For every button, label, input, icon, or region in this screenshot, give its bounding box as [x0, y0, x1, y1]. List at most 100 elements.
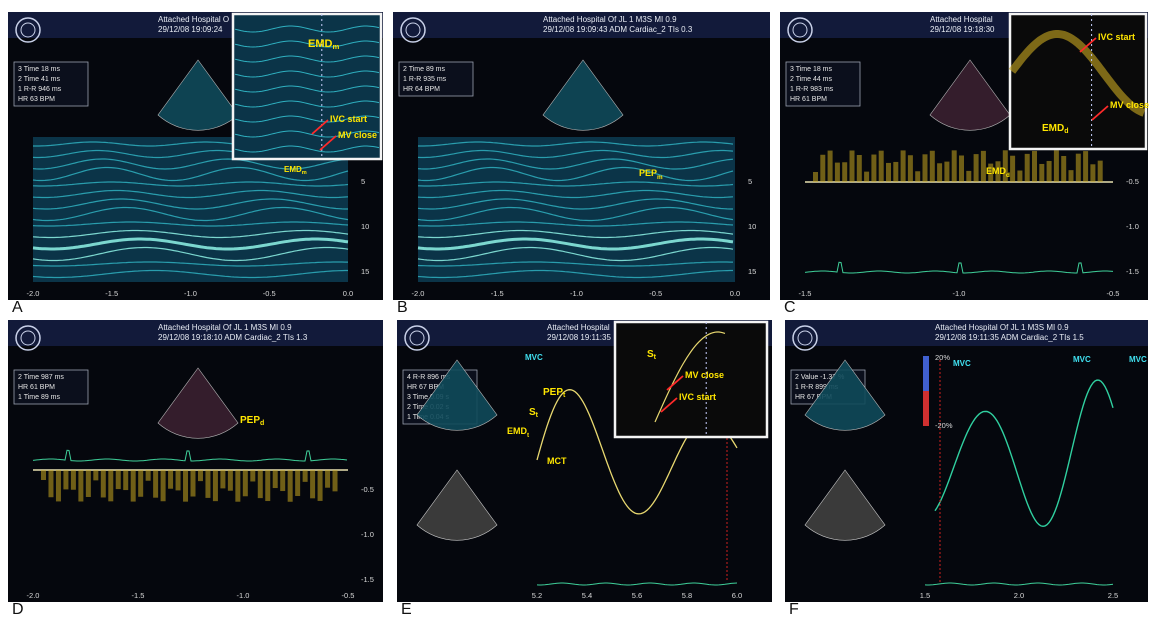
annotation: MV close	[685, 370, 724, 380]
panel-label: E	[401, 601, 412, 617]
doppler-signal	[879, 151, 884, 182]
doppler-signal	[63, 470, 68, 489]
doppler-signal	[325, 470, 330, 488]
panel: Attached Hospital29/12/08 19:11:354 R-R …	[397, 320, 772, 602]
doppler-signal	[886, 163, 891, 182]
annotation: MVC	[525, 353, 543, 362]
doppler-signal	[959, 155, 964, 182]
annotation: IVC start	[1098, 32, 1135, 42]
figure: Attached Hospital O29/12/08 19:09:24 3 Ti…	[0, 0, 1151, 617]
x-tick-label: 2.0	[1014, 591, 1024, 600]
doppler-signal	[243, 470, 248, 496]
annotation-text: EMD	[308, 38, 333, 50]
header-text: Attached Hospital	[930, 15, 993, 24]
panel-label: F	[789, 601, 799, 617]
doppler-signal	[1054, 150, 1059, 182]
doppler-signal	[1032, 151, 1037, 182]
doppler-signal	[280, 470, 285, 491]
doppler-signal	[842, 162, 847, 182]
annotation: MCT	[547, 456, 567, 466]
y-tick-label: 5	[748, 177, 752, 186]
doppler-signal	[937, 163, 942, 182]
annotation-text: EMD	[507, 426, 528, 436]
header-text: Attached Hospital	[547, 323, 610, 332]
annotation-text: IVC start	[330, 114, 367, 124]
doppler-signal	[71, 470, 76, 490]
doppler-signal	[1061, 156, 1066, 182]
panel-label: D	[12, 601, 24, 617]
x-tick-label: 6.0	[732, 591, 742, 600]
doppler-signal	[265, 470, 270, 501]
header-text: Attached Hospital O	[158, 15, 229, 24]
annotation-subscript: d	[260, 420, 264, 427]
panel: Attached Hospital Of JL 1 M3S MI 0.929/1…	[8, 320, 383, 602]
x-tick-label: -2.0	[27, 591, 40, 600]
annotation-subscript: m	[302, 170, 307, 176]
y-tick-label: 15	[748, 267, 756, 276]
doppler-signal	[220, 470, 225, 488]
doppler-signal	[131, 470, 136, 502]
doppler-signal	[1010, 156, 1015, 182]
header-text: 29/12/08 19:18:30	[930, 25, 995, 34]
x-tick-label: 5.8	[682, 591, 692, 600]
annotation-text: IVC start	[679, 392, 716, 402]
header-text: 29/12/08 19:11:35 ADM Cardiac_2 TIs 1.5	[935, 333, 1084, 342]
measurement-text: 2 Time 89 ms	[403, 66, 446, 73]
measurement-text: 1 R-R 983 ms	[790, 86, 834, 93]
x-tick-label: -1.0	[184, 289, 197, 298]
doppler-signal	[813, 172, 818, 182]
annotation: MV close	[1110, 100, 1149, 110]
measurement-text: HR 61 BPM	[18, 384, 55, 391]
doppler-signal	[191, 470, 196, 497]
x-tick-label: -1.0	[237, 591, 250, 600]
x-tick-label: -0.5	[1107, 289, 1120, 298]
doppler-signal	[1039, 164, 1044, 182]
measurement-text: 2 Time 41 ms	[18, 76, 61, 83]
doppler-signal	[1076, 154, 1081, 182]
x-tick-label: -2.0	[27, 289, 40, 298]
doppler-signal	[952, 150, 957, 182]
doppler-signal	[923, 154, 928, 182]
annotation-text: EMD	[1042, 123, 1064, 134]
doppler-signal	[56, 470, 61, 501]
doppler-signal	[310, 470, 315, 498]
doppler-signal	[138, 470, 143, 497]
doppler-signal	[258, 470, 263, 498]
doppler-signal	[86, 470, 91, 497]
doppler-signal	[1025, 154, 1030, 182]
doppler-signal	[235, 470, 240, 502]
doppler-signal	[1047, 161, 1052, 182]
doppler-signal	[915, 171, 920, 182]
x-tick-label: -0.5	[649, 289, 662, 298]
annotation-text: MVC	[1073, 355, 1091, 364]
header-text: 29/12/08 19:09:43 ADM Cardiac_2 TIs 0.3	[543, 25, 693, 34]
annotation-subscript: m	[332, 42, 339, 51]
annotation-text: MV close	[685, 370, 724, 380]
y-tick-label: 15	[361, 267, 369, 276]
measurement-text: HR 63 BPM	[18, 96, 55, 103]
measurement-text: 3 Time 18 ms	[790, 66, 833, 73]
doppler-signal	[820, 155, 825, 182]
doppler-signal	[168, 470, 173, 489]
doppler-signal	[1069, 170, 1074, 182]
doppler-signal	[108, 470, 113, 501]
doppler-signal	[78, 470, 83, 502]
panel: Attached Hospital O29/12/08 19:09:243 Ti…	[8, 12, 383, 300]
x-tick-label: -0.5	[263, 289, 276, 298]
doppler-signal	[228, 470, 233, 491]
annotation: IVC start	[330, 114, 367, 124]
doppler-signal	[295, 470, 300, 496]
doppler-signal	[333, 470, 338, 491]
doppler-signal	[828, 151, 833, 182]
measurement-text: HR 61 BPM	[790, 96, 827, 103]
panel-label: B	[397, 299, 408, 316]
annotation: MVC	[953, 359, 971, 368]
annotation-subscript: m	[657, 174, 663, 181]
header-text: 29/12/08 19:09:24	[158, 25, 223, 34]
doppler-signal	[318, 470, 323, 501]
y-tick-label: -1.0	[361, 530, 374, 539]
annotation-text: PEP	[240, 415, 260, 426]
doppler-signal	[48, 470, 53, 497]
panel: Attached Hospital Of JL 1 M3S MI 0.929/1…	[785, 320, 1148, 602]
annotation-text: EMD	[284, 165, 302, 174]
